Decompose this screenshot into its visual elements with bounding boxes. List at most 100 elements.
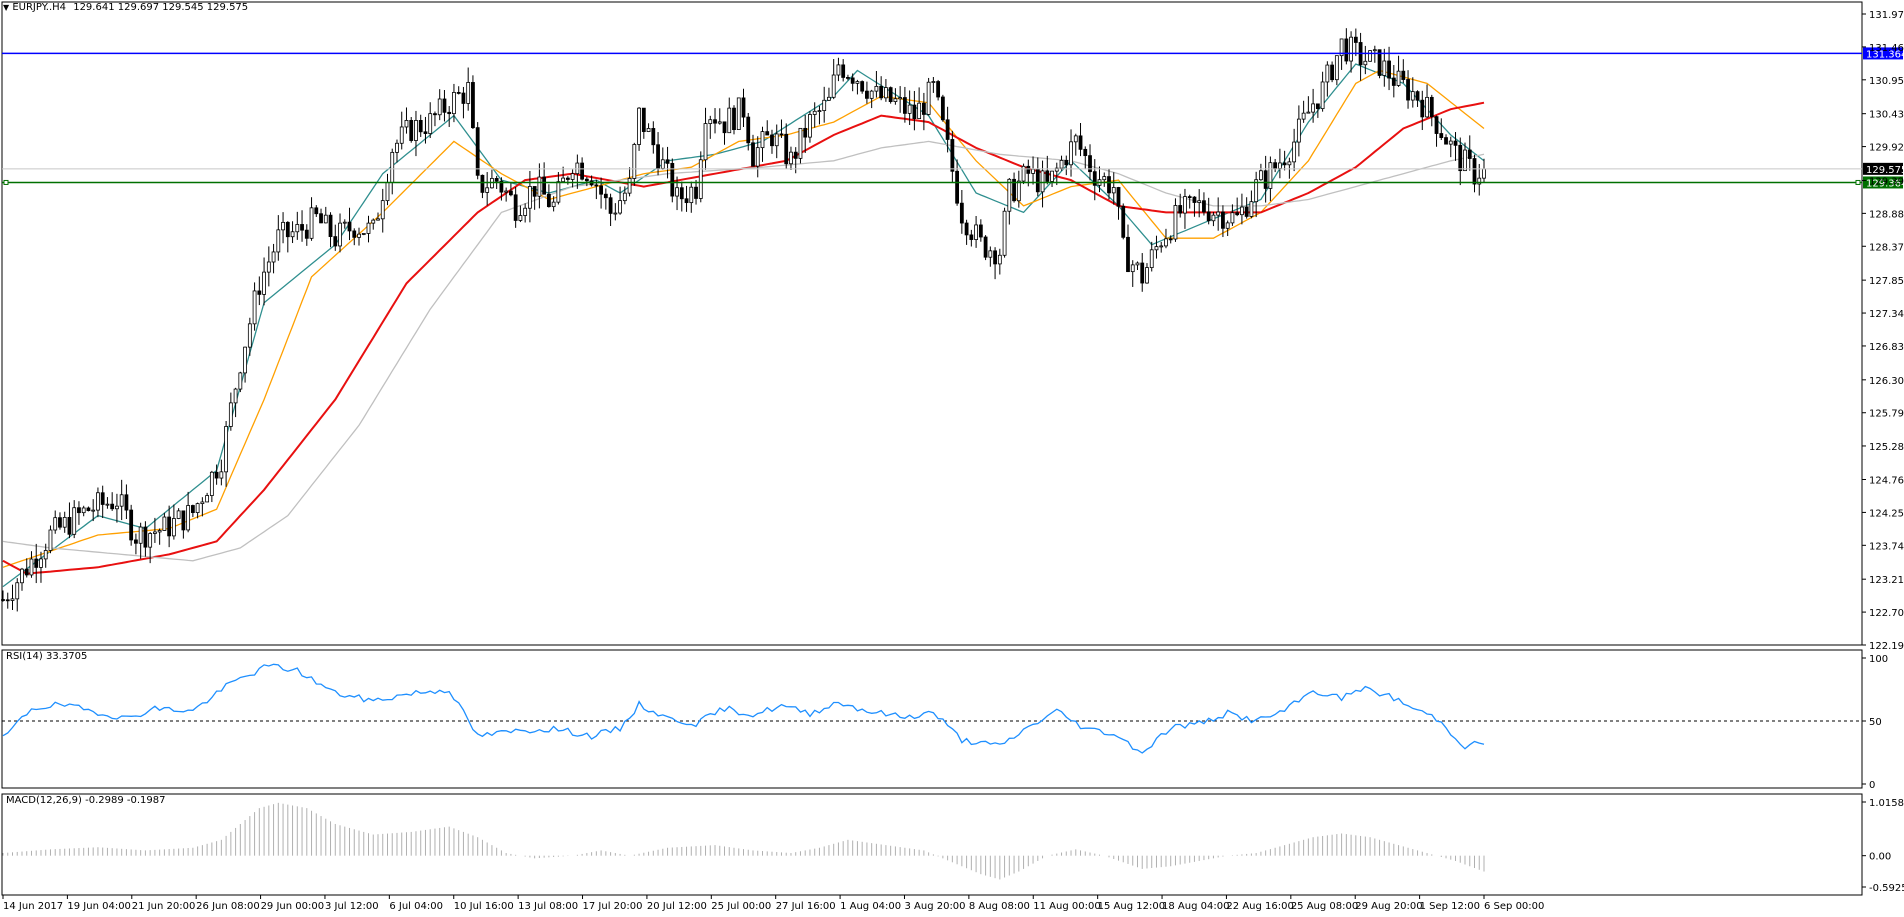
candle-body [1315, 103, 1320, 110]
candle-body [1116, 187, 1121, 207]
candle-body [1472, 158, 1477, 185]
candle-body [399, 126, 404, 144]
candle-body [1320, 81, 1325, 110]
candle-body [827, 96, 831, 101]
candle-body [266, 261, 271, 273]
candle-body [959, 202, 964, 224]
time-tick-label: 6 Sep 00:00 [1484, 901, 1544, 912]
candle-body [1, 599, 5, 601]
candle-body [224, 426, 228, 473]
candle-body [390, 151, 395, 183]
candle-body [817, 110, 822, 113]
candle-body [855, 81, 860, 84]
candle-body [1073, 135, 1078, 143]
rsi-pane: 100 50 0 [2, 654, 1888, 791]
candle-body [831, 74, 836, 98]
candle-body [1021, 165, 1026, 182]
pane-frames [1, 1, 1863, 896]
candle-body [670, 162, 675, 197]
price-tick-label: 130.955 [1869, 76, 1904, 87]
candle-body [461, 92, 466, 104]
candle-body [656, 144, 660, 169]
candle-body [836, 64, 841, 76]
candle-body [115, 505, 119, 510]
hline-marker-1 [1863, 176, 1903, 189]
candle-body [228, 402, 233, 427]
candle-body [580, 162, 585, 180]
candle-body [1216, 211, 1221, 216]
last-price-marker [1863, 162, 1903, 175]
candle-body [1263, 170, 1268, 189]
candle-body [119, 494, 124, 507]
candle-body [1406, 79, 1410, 101]
candle-body [708, 119, 713, 124]
candle-body [110, 503, 115, 510]
candle-body [902, 97, 907, 114]
candle-body [243, 346, 247, 374]
candle-body [1330, 64, 1335, 81]
candle-body [314, 207, 319, 215]
candle-body [1410, 91, 1415, 101]
time-tick-label: 29 Aug 20:00 [1355, 901, 1422, 912]
candle-body [660, 159, 665, 169]
candle-body [1164, 238, 1168, 247]
candle-body [860, 81, 865, 92]
candle-body [1429, 96, 1434, 118]
candle-body [679, 187, 684, 200]
candle-body [518, 215, 523, 221]
candle-body [276, 229, 281, 253]
candle-body [423, 131, 428, 134]
time-tick-label: 14 Jun 2017 [3, 901, 63, 912]
price-axis: 131.975 131.465 130.955 130.430 129.920 129.3… [1862, 10, 1904, 652]
candle-body [200, 501, 205, 505]
candle-body [561, 177, 566, 183]
candle-body [513, 194, 518, 221]
candle-body [1145, 267, 1149, 284]
candle-body [1377, 49, 1382, 76]
macd-tick-label: -0.5925 [1869, 883, 1904, 894]
candle-body [603, 193, 608, 199]
candle-body [1126, 236, 1130, 273]
price-tick-label: 125.280 [1869, 442, 1904, 453]
candle-body [1054, 167, 1059, 172]
candle-body [808, 114, 812, 138]
candle-body [138, 526, 143, 544]
candle-body [1249, 201, 1254, 217]
candle-body [1012, 178, 1016, 202]
candle-body [72, 507, 77, 535]
candle-body [1425, 96, 1429, 118]
candle-body [1225, 222, 1230, 229]
candle-body [1083, 148, 1088, 157]
candle-body [1415, 91, 1420, 101]
ma-line-3 [2, 140, 1485, 562]
candle-body [20, 568, 24, 584]
candle-body [1035, 168, 1040, 193]
time-tick-label: 22 Aug 16:00 [1226, 901, 1293, 912]
candle-body [898, 97, 903, 100]
candle-body [570, 173, 575, 180]
candle-body [760, 131, 765, 149]
collapse-triangle-icon[interactable]: ▼ [3, 3, 10, 12]
candle-body [1078, 135, 1083, 150]
candle-body [323, 214, 328, 224]
candle-body [546, 193, 551, 208]
candle-body [651, 128, 656, 146]
candle-body [238, 372, 243, 390]
candle-body [741, 97, 746, 118]
candle-body [969, 234, 974, 240]
horizontal-lines[interactable]: 129.575 131.364 129.364 [2, 47, 1904, 189]
candle-body [907, 104, 912, 114]
candle-body [414, 120, 418, 141]
candle-body [418, 120, 423, 133]
candle-body [774, 133, 779, 147]
candle-body [940, 96, 945, 121]
candle-body [1244, 206, 1249, 217]
candle-body [129, 509, 134, 541]
macd-tick-label: 0.00 [1869, 852, 1891, 863]
candle-body [1268, 162, 1273, 189]
candle-body [1448, 140, 1453, 145]
candle-body [812, 110, 817, 115]
candle-body [945, 119, 950, 140]
candle-body [893, 98, 898, 102]
